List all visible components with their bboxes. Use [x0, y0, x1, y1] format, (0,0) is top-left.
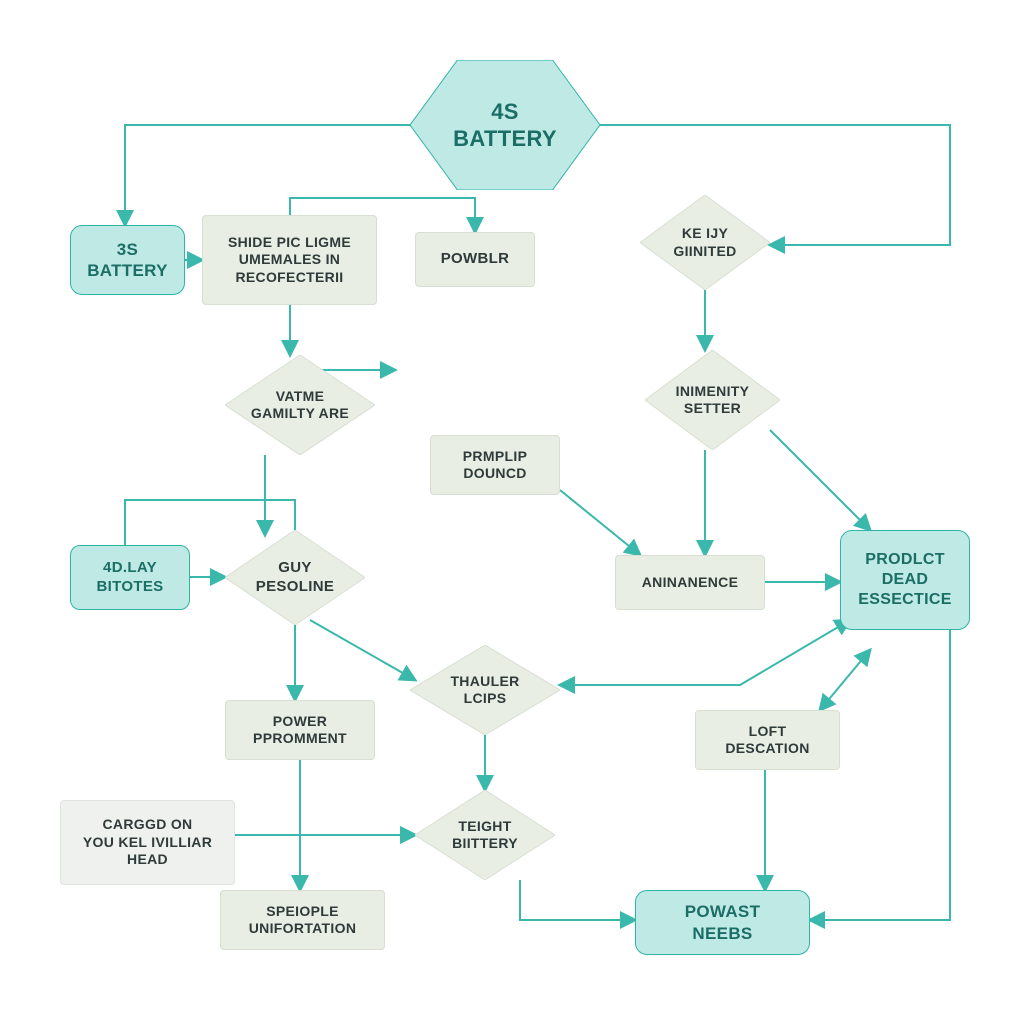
node-label: TEIGHTBIITTERY [442, 818, 528, 853]
node-label: PRMPLIPDOUNCD [453, 448, 537, 483]
node-n7: INIMENITYSETTER [645, 350, 780, 450]
node-n9: 4D.LAYBITOTES [70, 545, 190, 610]
node-label: VATMEGAMILTY ARE [241, 388, 359, 423]
node-n2: 3SBATTERY [70, 225, 185, 295]
node-n5: KE IJYGIINITED [640, 195, 770, 290]
node-n3: SHIDE PIC LIGMEUMEMALES INRECOFECTERII [202, 215, 377, 305]
node-label: 3SBATTERY [77, 239, 178, 282]
node-label: INIMENITYSETTER [666, 383, 760, 418]
node-n1: 4SBATTERY [410, 60, 600, 190]
node-label: PRODLCTDEADESSECTICE [848, 550, 962, 610]
node-n16: CARGGD ONYOU KEL IVILLIARHEAD [60, 800, 235, 885]
edge [770, 430, 870, 530]
node-n18: SPEIOPLEUNIFORTATION [220, 890, 385, 950]
node-n19: POWASTNEEBS [635, 890, 810, 955]
node-label: KE IJYGIINITED [663, 225, 746, 260]
edge [560, 620, 850, 685]
node-n6: VATMEGAMILTY ARE [225, 355, 375, 455]
node-label: LOFTDESCATION [715, 723, 819, 758]
edge [125, 125, 410, 225]
node-n13: THAULERLCIPS [410, 645, 560, 735]
node-label: SPEIOPLEUNIFORTATION [239, 903, 367, 938]
edge [560, 490, 640, 555]
node-label: THAULERLCIPS [440, 673, 529, 708]
node-label: POWBLR [431, 250, 520, 269]
edge [300, 760, 415, 835]
node-label: CARGGD ONYOU KEL IVILLIARHEAD [73, 816, 222, 869]
node-label: POWERPPROMMENT [243, 713, 357, 748]
node-n14: POWERPPROMMENT [225, 700, 375, 760]
node-n17: TEIGHTBIITTERY [415, 790, 555, 880]
node-label: POWASTNEEBS [675, 901, 771, 944]
node-n10: GUYPESOLINE [225, 530, 365, 625]
node-n4: POWBLR [415, 232, 535, 287]
node-n11: ANINANENCE [615, 555, 765, 610]
node-label: SHIDE PIC LIGMEUMEMALES INRECOFECTERII [218, 234, 361, 287]
edge [810, 630, 950, 920]
edge [310, 620, 415, 680]
node-label: ANINANENCE [632, 574, 749, 592]
node-n8: PRMPLIPDOUNCD [430, 435, 560, 495]
node-label: 4D.LAYBITOTES [87, 559, 174, 597]
node-label: 4SBATTERY [443, 98, 567, 153]
edge [520, 880, 635, 920]
node-n15: LOFTDESCATION [695, 710, 840, 770]
flowchart-canvas: 4SBATTERY 3SBATTERY SHIDE PIC LIGMEUMEMALE… [0, 0, 1024, 1024]
node-n12: PRODLCTDEADESSECTICE [840, 530, 970, 630]
edge [820, 650, 870, 710]
node-label: GUYPESOLINE [246, 559, 344, 597]
